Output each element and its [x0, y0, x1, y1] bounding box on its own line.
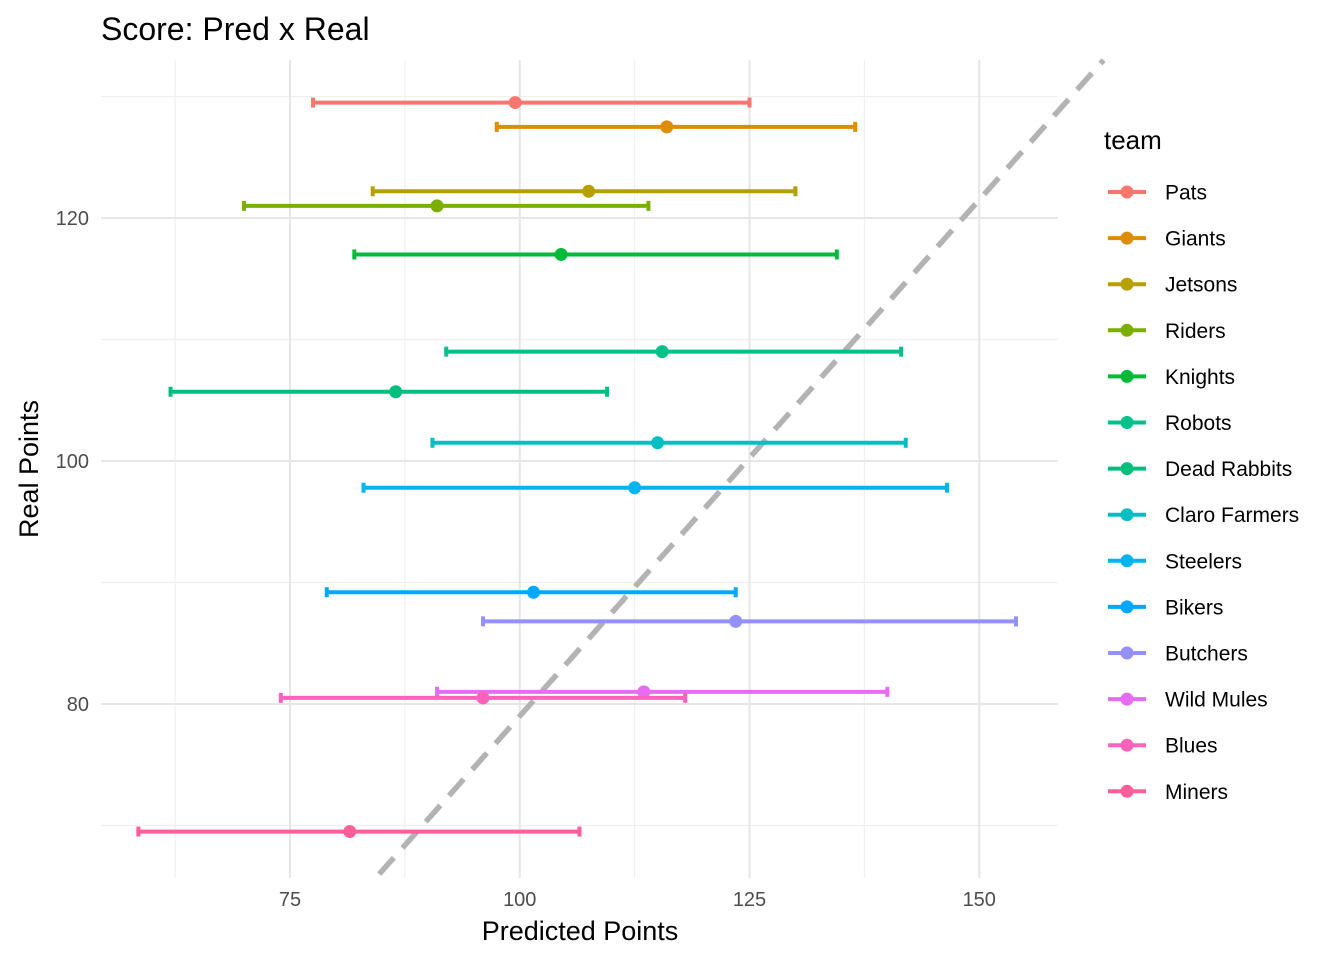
point-pats	[508, 96, 522, 110]
y-tick-label: 100	[56, 451, 89, 473]
x-axis-ticks: 75 100 125 150	[279, 889, 996, 911]
legend-item-bikers: Bikers	[1108, 596, 1223, 619]
legend-item-robots: Robots	[1108, 412, 1232, 435]
series-butchers	[480, 614, 1019, 628]
series-blues	[278, 691, 688, 705]
legend-title: team	[1104, 125, 1162, 155]
legend-key-point-dead-rabbits	[1120, 462, 1134, 476]
legend-item-butchers: Butchers	[1108, 643, 1248, 666]
series-wild-mules	[435, 685, 890, 699]
series-robots	[444, 345, 904, 359]
point-blues	[476, 691, 490, 705]
legend-items: Pats Giants Jetsons Riders Knights Robots Dead…	[1108, 182, 1299, 804]
point-robots	[655, 345, 669, 359]
legend-key-point-knights	[1120, 369, 1134, 383]
legend-key-point-riders	[1120, 323, 1134, 337]
legend-item-giants: Giants	[1108, 228, 1226, 251]
series-jetsons	[370, 184, 798, 198]
legend-label-miners: Miners	[1165, 781, 1228, 804]
x-tick-label: 150	[963, 889, 996, 911]
major-gridlines	[101, 60, 1058, 878]
point-claro-farmers	[651, 436, 665, 450]
point-wild-mules	[637, 685, 651, 699]
point-riders	[430, 199, 444, 213]
series-steelers	[361, 481, 950, 495]
point-knights	[554, 247, 568, 261]
point-miners	[343, 825, 357, 839]
legend-label-claro-farmers: Claro Farmers	[1165, 504, 1299, 527]
legend-item-knights: Knights	[1108, 366, 1235, 389]
x-tick-label: 125	[733, 889, 766, 911]
point-bikers	[527, 585, 541, 599]
point-giants	[660, 120, 674, 134]
legend-key-point-robots	[1120, 416, 1134, 429]
series-riders	[242, 199, 651, 213]
series-knights	[352, 247, 839, 261]
legend-label-giants: Giants	[1165, 228, 1226, 251]
legend: team Pats Giants Jetsons Riders Knights Robot…	[1104, 125, 1299, 804]
x-tick-label: 75	[279, 889, 301, 911]
legend-label-riders: Riders	[1165, 320, 1226, 343]
legend-key-point-jetsons	[1120, 277, 1134, 291]
series-claro-farmers	[430, 436, 908, 450]
reference-line	[377, 58, 1106, 876]
x-axis-title: Predicted Points	[482, 916, 679, 946]
legend-item-riders: Riders	[1108, 320, 1226, 343]
x-tick-label: 100	[503, 889, 536, 911]
legend-item-steelers: Steelers	[1108, 550, 1242, 573]
series-dead-rabbits	[168, 385, 610, 399]
y-axis-ticks: 80 100 120	[56, 208, 89, 716]
point-jetsons	[582, 184, 596, 198]
legend-item-dead-rabbits: Dead Rabbits	[1108, 458, 1292, 481]
legend-label-steelers: Steelers	[1165, 550, 1242, 573]
point-dead-rabbits	[389, 385, 403, 399]
legend-key-point-giants	[1120, 231, 1134, 245]
legend-item-claro-farmers: Claro Farmers	[1108, 504, 1299, 527]
legend-label-wild-mules: Wild Mules	[1165, 689, 1268, 712]
legend-label-blues: Blues	[1165, 735, 1218, 758]
series-pats	[310, 96, 752, 110]
legend-item-jetsons: Jetsons	[1108, 274, 1237, 297]
legend-key-point-bikers	[1120, 600, 1134, 614]
legend-key-point-pats	[1120, 185, 1134, 199]
series-giants	[494, 120, 858, 134]
y-tick-label: 80	[67, 694, 89, 716]
point-steelers	[628, 481, 642, 495]
legend-label-knights: Knights	[1165, 366, 1235, 389]
legend-label-pats: Pats	[1165, 182, 1207, 205]
legend-label-robots: Robots	[1165, 412, 1232, 435]
y-axis-title: Real Points	[14, 400, 44, 538]
legend-label-dead-rabbits: Dead Rabbits	[1165, 458, 1292, 481]
chart-title: Score: Pred x Real	[101, 11, 370, 47]
y-tick-label: 120	[56, 208, 89, 230]
legend-item-wild-mules: Wild Mules	[1108, 689, 1268, 712]
legend-label-butchers: Butchers	[1165, 643, 1248, 666]
series-miners	[136, 825, 582, 839]
legend-item-miners: Miners	[1108, 781, 1228, 804]
legend-label-bikers: Bikers	[1165, 596, 1223, 619]
minor-gridlines	[101, 60, 1058, 878]
legend-key-point-butchers	[1120, 646, 1134, 660]
series-layer	[136, 96, 1019, 839]
series-bikers	[324, 585, 738, 599]
legend-key-point-wild-mules	[1120, 692, 1134, 706]
legend-key-point-claro-farmers	[1120, 508, 1134, 522]
legend-label-jetsons: Jetsons	[1165, 274, 1237, 297]
point-butchers	[729, 614, 743, 628]
reference-line-layer	[377, 58, 1106, 876]
plot-panel	[101, 58, 1106, 878]
legend-key-point-miners	[1120, 784, 1134, 798]
legend-item-blues: Blues	[1108, 735, 1218, 758]
legend-key-point-steelers	[1120, 554, 1134, 568]
legend-key-point-blues	[1120, 738, 1134, 752]
legend-item-pats: Pats	[1108, 182, 1207, 205]
